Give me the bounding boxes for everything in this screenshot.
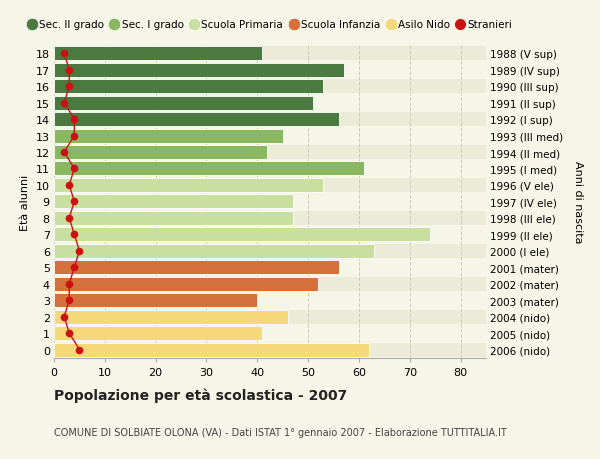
Bar (54, 162, 486, 176)
Bar (54, 294, 486, 308)
Bar (54, 63, 486, 78)
Text: Popolazione per età scolastica - 2007: Popolazione per età scolastica - 2007 (54, 388, 347, 403)
Bar (54, 212, 486, 225)
Bar (54, 195, 486, 209)
Legend: Sec. II grado, Sec. I grado, Scuola Primaria, Scuola Infanzia, Asilo Nido, Stran: Sec. II grado, Sec. I grado, Scuola Prim… (23, 16, 517, 34)
Bar (54, 212, 293, 225)
Bar (54, 179, 323, 192)
Bar (54, 113, 338, 127)
Bar (54, 294, 257, 308)
Bar (54, 80, 323, 94)
Bar (54, 228, 486, 242)
Bar (54, 96, 313, 110)
Bar (54, 179, 486, 192)
Bar (54, 343, 369, 357)
Text: COMUNE DI SOLBIATE OLONA (VA) - Dati ISTAT 1° gennaio 2007 - Elaborazione TUTTIT: COMUNE DI SOLBIATE OLONA (VA) - Dati IST… (54, 427, 507, 437)
Bar (54, 326, 486, 341)
Bar (54, 129, 283, 143)
Bar (54, 261, 338, 274)
Bar (54, 113, 486, 127)
Bar (54, 244, 374, 258)
Bar (54, 195, 293, 209)
Bar (54, 146, 486, 160)
Bar (54, 80, 486, 94)
Bar (54, 326, 262, 341)
Bar (54, 261, 486, 274)
Bar (54, 277, 486, 291)
Y-axis label: Anni di nascita: Anni di nascita (573, 161, 583, 243)
Bar (54, 228, 430, 242)
Bar (54, 310, 486, 324)
Bar (54, 162, 364, 176)
Bar (54, 343, 486, 357)
Bar (54, 277, 318, 291)
Bar (54, 129, 486, 143)
Bar (54, 47, 486, 61)
Y-axis label: Età alunni: Età alunni (20, 174, 30, 230)
Bar (54, 310, 288, 324)
Bar (54, 47, 262, 61)
Bar (54, 244, 486, 258)
Bar (54, 96, 486, 110)
Bar (54, 146, 268, 160)
Bar (54, 63, 344, 78)
